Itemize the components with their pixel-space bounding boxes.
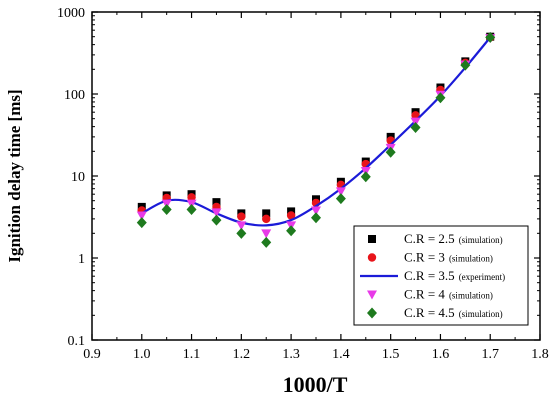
legend-label: C.R = 2.5 xyxy=(404,231,455,246)
legend-note: (simulation) xyxy=(459,235,503,245)
legend-marker xyxy=(367,307,377,319)
legend-note: (simulation) xyxy=(459,309,503,319)
series-0 xyxy=(137,32,495,218)
y-tick-label: 1 xyxy=(78,252,85,267)
legend-label: C.R = 4 xyxy=(404,287,445,302)
legend-label: C.R = 3.5 xyxy=(404,268,455,283)
x-tick-label: 1.4 xyxy=(332,347,350,362)
data-point xyxy=(262,209,271,218)
data-point xyxy=(136,217,147,229)
x-tick-label: 1.8 xyxy=(531,347,549,362)
legend-entry: C.R = 3.5 (experiment) xyxy=(404,268,505,283)
data-point xyxy=(311,206,321,216)
data-point xyxy=(187,193,196,202)
legend-label: C.R = 4.5 xyxy=(404,305,455,320)
series-layer xyxy=(136,31,496,248)
data-point xyxy=(136,211,147,221)
data-point xyxy=(410,122,421,134)
data-point xyxy=(211,214,222,226)
legend-entry: C.R = 2.5 (simulation) xyxy=(404,231,503,246)
data-point xyxy=(211,208,222,218)
legend-note: (simulation) xyxy=(449,291,493,301)
x-axis-title: 1000/T xyxy=(283,372,348,397)
y-tick-label: 1000 xyxy=(57,6,85,21)
data-point xyxy=(335,187,346,197)
data-point xyxy=(161,204,172,216)
legend-note: (simulation) xyxy=(449,254,493,264)
data-point xyxy=(435,92,446,104)
legend-marker xyxy=(367,253,377,262)
data-point xyxy=(360,171,371,183)
legend-label: C.R = 3 xyxy=(404,250,445,265)
legend-entry: C.R = 4.5 (simulation) xyxy=(404,305,503,320)
data-point xyxy=(236,221,247,231)
data-point xyxy=(186,204,197,216)
legend-note: (experiment) xyxy=(459,272,505,282)
y-tick-label: 10 xyxy=(71,170,85,185)
y-axis-title: Ignition delay time [ms] xyxy=(5,89,24,262)
legend-entry: C.R = 3 (simulation) xyxy=(404,250,493,265)
data-point xyxy=(286,211,296,220)
series-1 xyxy=(137,33,495,224)
data-point xyxy=(261,236,272,248)
x-tick-label: 1.7 xyxy=(481,347,499,362)
data-point xyxy=(212,198,221,207)
data-point xyxy=(485,31,496,43)
x-tick-label: 1.3 xyxy=(282,347,300,362)
y-tick-label: 0.1 xyxy=(68,334,86,349)
legend-entry: C.R = 4 (simulation) xyxy=(404,287,493,302)
x-tick-label: 0.9 xyxy=(83,347,101,362)
data-point xyxy=(261,229,272,239)
x-tick-label: 1.0 xyxy=(133,347,151,362)
x-tick-label: 1.1 xyxy=(183,347,201,362)
data-point xyxy=(311,212,321,224)
data-point xyxy=(236,227,247,239)
x-tick-label: 1.5 xyxy=(382,347,400,362)
legend: C.R = 2.5 (simulation) C.R = 3 (simulation)… xyxy=(353,225,529,326)
data-point xyxy=(460,59,471,71)
series-4 xyxy=(136,31,496,248)
data-point xyxy=(237,212,246,221)
axes: 0.9 1.0 1.1 1.2 1.3 1.4 1.5 1.6 1.7 1.8 0.1 1 10 100 1… xyxy=(57,6,549,362)
experiment-curve xyxy=(141,36,492,227)
y-tick-label: 100 xyxy=(64,88,85,103)
data-point xyxy=(262,214,271,224)
legend-marker xyxy=(367,290,377,300)
data-point xyxy=(335,193,346,205)
series-2 xyxy=(141,36,492,227)
x-tick-label: 1.2 xyxy=(233,347,251,362)
data-point xyxy=(385,146,396,158)
legend-marker xyxy=(368,235,376,243)
data-point xyxy=(286,225,297,237)
x-tick-label: 1.6 xyxy=(432,347,450,362)
